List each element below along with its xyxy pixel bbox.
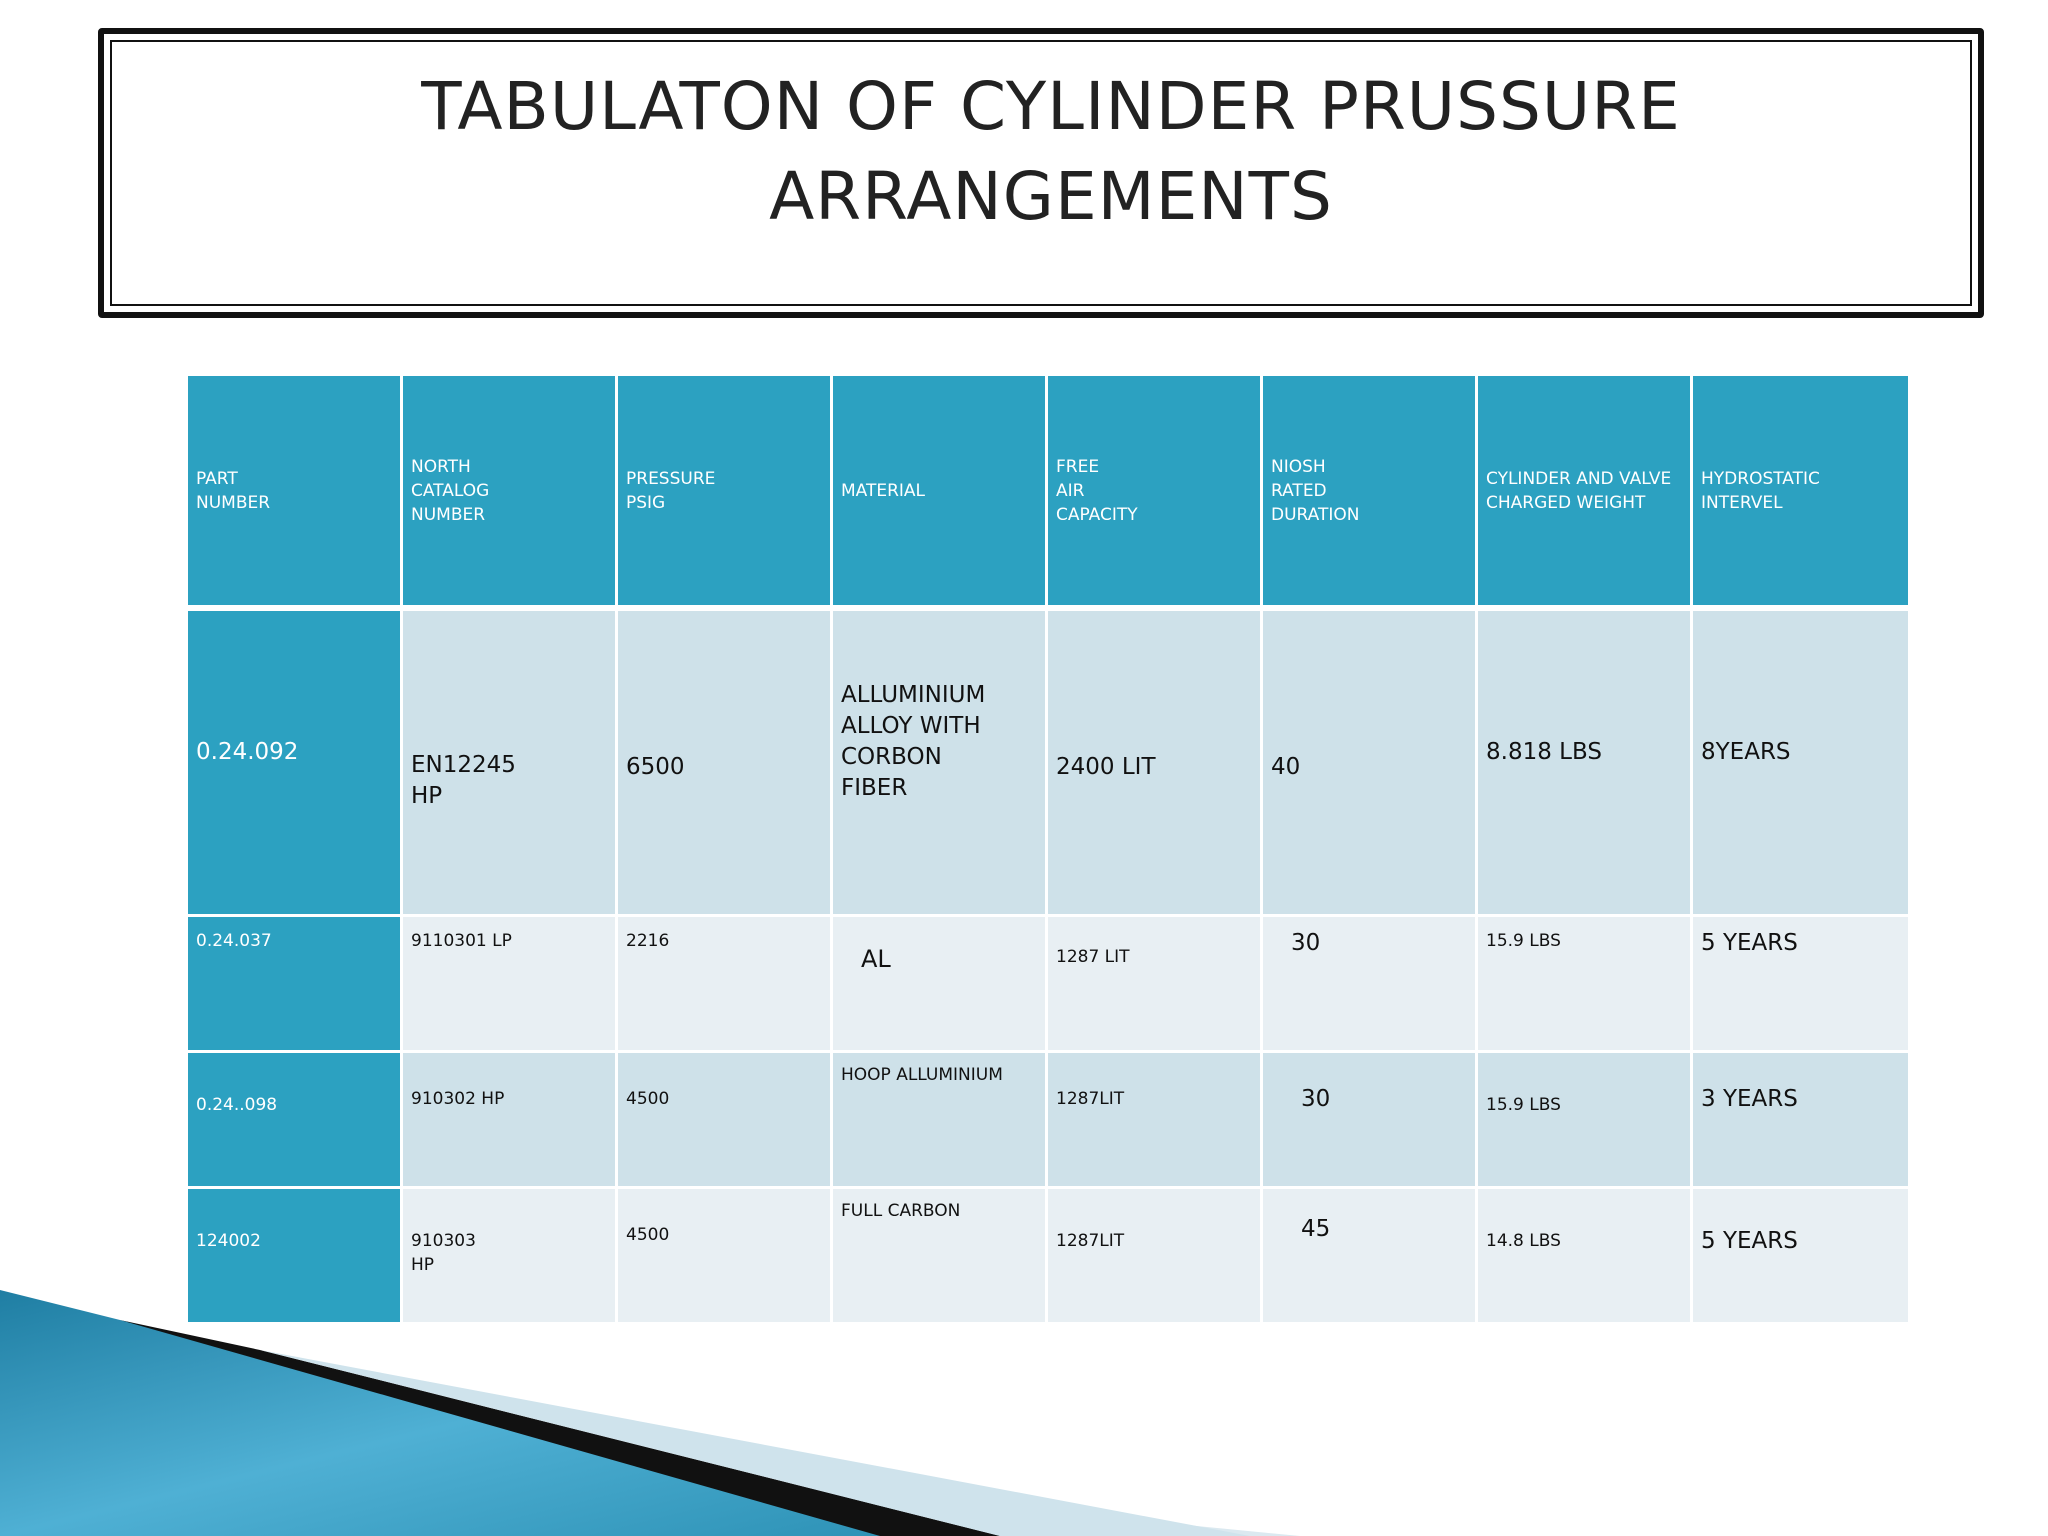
- cell-value: 4500: [626, 1225, 670, 1245]
- cell-value: 4500: [626, 1089, 670, 1109]
- table-cell-free-air-capacity: 1287LIT: [1048, 1189, 1263, 1325]
- table-row: 0.24.092 EN12245 HP 6500 ALLUMINIUM ALLO…: [188, 611, 1908, 917]
- table-cell-niosh-duration: 45: [1263, 1189, 1478, 1325]
- table-cell-pressure: 6500: [618, 611, 833, 917]
- cell-value: 2216: [626, 931, 670, 951]
- header-cell-catalog-number: NORTH CATALOG NUMBER: [403, 376, 618, 611]
- cell-value: 1287 LIT: [1056, 947, 1130, 967]
- header-label: PRESSURE PSIG: [626, 468, 716, 513]
- header-cell-material: MATERIAL: [833, 376, 1048, 611]
- title-box-inner-border: [110, 40, 1972, 306]
- cell-value: 910302 HP: [411, 1089, 505, 1109]
- cell-value: 30: [1291, 930, 1321, 956]
- table-cell-material: AL: [833, 917, 1048, 1053]
- header-cell-niosh-duration: NIOSH RATED DURATION: [1263, 376, 1478, 611]
- table-cell-niosh-duration: 40: [1263, 611, 1478, 917]
- swoosh-decoration: [0, 1290, 1300, 1536]
- cell-value: FULL CARBON: [841, 1201, 961, 1221]
- table-cell-niosh-duration: 30: [1263, 917, 1478, 1053]
- cell-value: 15.9 LBS: [1486, 931, 1561, 951]
- cell-value: 9110301 LP: [411, 931, 512, 951]
- table-cell-pressure: 4500: [618, 1053, 833, 1189]
- header-label: PART NUMBER: [196, 468, 271, 513]
- table-cell-charged-weight: 15.9 LBS: [1478, 1053, 1693, 1189]
- table-cell-part-number: 0.24..098: [188, 1053, 403, 1189]
- cell-value: 910303 HP: [411, 1231, 476, 1275]
- cell-value: 40: [1271, 754, 1301, 780]
- header-label: NIOSH RATED DURATION: [1271, 456, 1360, 525]
- cell-value: 3 YEARS: [1701, 1086, 1798, 1112]
- cell-value: 8YEARS: [1701, 739, 1791, 765]
- slide-title: TABULATON OF CYLINDER PRUSSURE ARRANGEME…: [104, 62, 1978, 242]
- cell-value: 1287LIT: [1056, 1089, 1125, 1109]
- cell-value: 124002: [196, 1231, 261, 1251]
- table-cell-hydrostatic-interval: 5 YEARS: [1693, 1189, 1908, 1325]
- table-cell-charged-weight: 15.9 LBS: [1478, 917, 1693, 1053]
- table-row: 0.24.037 9110301 LP 2216 AL 1287 LIT 30 …: [188, 917, 1908, 1053]
- table-cell-free-air-capacity: 1287 LIT: [1048, 917, 1263, 1053]
- cell-value: 0.24.037: [196, 931, 272, 951]
- header-cell-charged-weight: CYLINDER AND VALVE CHARGED WEIGHT: [1478, 376, 1693, 611]
- table-cell-material: FULL CARBON: [833, 1189, 1048, 1325]
- cell-value: 1287LIT: [1056, 1231, 1125, 1251]
- cell-value: 14.8 LBS: [1486, 1231, 1561, 1251]
- table-cell-free-air-capacity: 1287LIT: [1048, 1053, 1263, 1189]
- table-cell-charged-weight: 14.8 LBS: [1478, 1189, 1693, 1325]
- cell-value: 0.24.092: [196, 739, 299, 765]
- table-cell-hydrostatic-interval: 5 YEARS: [1693, 917, 1908, 1053]
- table-cell-catalog-number: EN12245 HP: [403, 611, 618, 917]
- header-label: CYLINDER AND VALVE CHARGED WEIGHT: [1486, 468, 1672, 513]
- table-cell-hydrostatic-interval: 8YEARS: [1693, 611, 1908, 917]
- table-cell-part-number: 0.24.092: [188, 611, 403, 917]
- cell-value: 5 YEARS: [1701, 930, 1798, 956]
- cylinder-table: PART NUMBER NORTH CATALOG NUMBER PRESSUR…: [188, 376, 1908, 1325]
- table-cell-hydrostatic-interval: 3 YEARS: [1693, 1053, 1908, 1189]
- header-label: NORTH CATALOG NUMBER: [411, 456, 490, 525]
- slide-title-line-2: ARRANGEMENTS: [769, 158, 1333, 235]
- table-cell-material: ALLUMINIUM ALLOY WITH CORBON FIBER: [833, 611, 1048, 917]
- table-cell-pressure: 4500: [618, 1189, 833, 1325]
- table-cell-part-number: 124002: [188, 1189, 403, 1325]
- cell-value: 6500: [626, 754, 685, 780]
- table-cell-material: HOOP ALLUMINIUM: [833, 1053, 1048, 1189]
- cell-value: 8.818 LBS: [1486, 739, 1602, 765]
- cell-value: EN12245 HP: [411, 751, 516, 809]
- table-cell-pressure: 2216: [618, 917, 833, 1053]
- table-row: 0.24..098 910302 HP 4500 HOOP ALLUMINIUM…: [188, 1053, 1908, 1189]
- cell-value: HOOP ALLUMINIUM: [841, 1065, 1003, 1085]
- table-cell-catalog-number: 910303 HP: [403, 1189, 618, 1325]
- header-label: FREE AIR CAPACITY: [1056, 456, 1138, 525]
- header-label: MATERIAL: [841, 480, 926, 501]
- title-box: TABULATON OF CYLINDER PRUSSURE ARRANGEME…: [98, 28, 1984, 318]
- slide-title-line-1: TABULATON OF CYLINDER PRUSSURE: [421, 68, 1681, 145]
- table-cell-catalog-number: 9110301 LP: [403, 917, 618, 1053]
- cell-value: 15.9 LBS: [1486, 1095, 1561, 1115]
- table-cell-niosh-duration: 30: [1263, 1053, 1478, 1189]
- header-label: HYDROSTATIC INTERVEL: [1701, 468, 1820, 513]
- table-cell-free-air-capacity: 2400 LIT: [1048, 611, 1263, 917]
- header-cell-pressure: PRESSURE PSIG: [618, 376, 833, 611]
- cell-value: 2400 LIT: [1056, 754, 1156, 780]
- table-cell-charged-weight: 8.818 LBS: [1478, 611, 1693, 917]
- cell-value: 5 YEARS: [1701, 1228, 1798, 1254]
- table-cell-part-number: 0.24.037: [188, 917, 403, 1053]
- table-row: 124002 910303 HP 4500 FULL CARBON 1287LI…: [188, 1189, 1908, 1325]
- table-header-row: PART NUMBER NORTH CATALOG NUMBER PRESSUR…: [188, 376, 1908, 611]
- cell-value: ALLUMINIUM ALLOY WITH CORBON FIBER: [841, 681, 986, 801]
- cell-value: 0.24..098: [196, 1095, 278, 1115]
- header-cell-free-air-capacity: FREE AIR CAPACITY: [1048, 376, 1263, 611]
- header-cell-hydrostatic-interval: HYDROSTATIC INTERVEL: [1693, 376, 1908, 611]
- cell-value: 45: [1301, 1216, 1331, 1242]
- cell-value: 30: [1301, 1086, 1331, 1112]
- table-cell-catalog-number: 910302 HP: [403, 1053, 618, 1189]
- cell-value: AL: [861, 945, 891, 973]
- header-cell-part-number: PART NUMBER: [188, 376, 403, 611]
